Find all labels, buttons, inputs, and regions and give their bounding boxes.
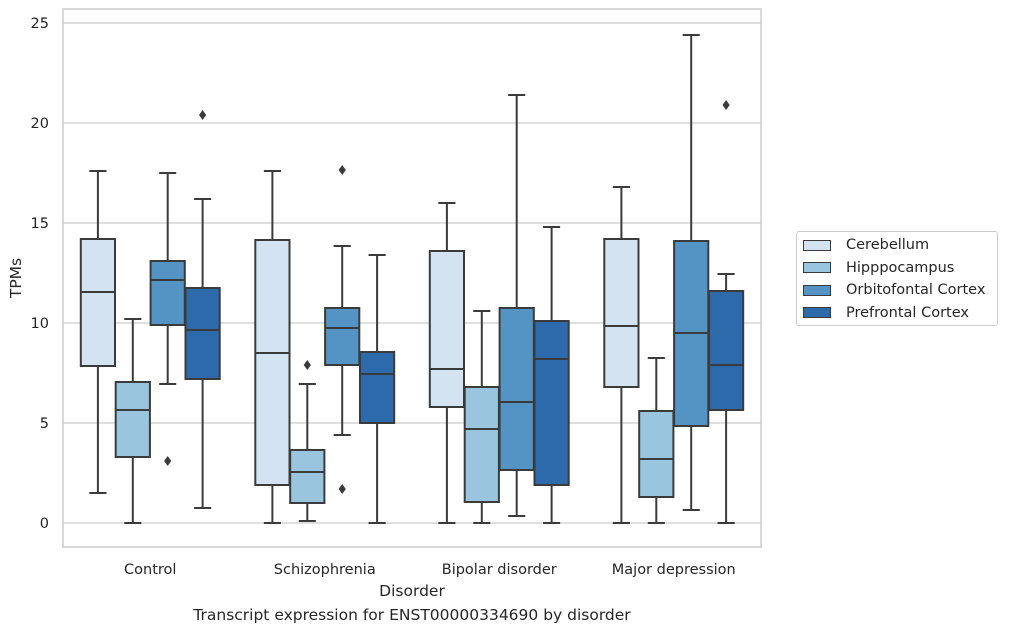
box-group bbox=[638, 357, 675, 524]
legend-item: Orbitofontal Cortex bbox=[803, 280, 985, 300]
box-group bbox=[289, 360, 326, 522]
legend-swatch bbox=[803, 262, 831, 274]
box-group bbox=[149, 172, 186, 466]
box bbox=[533, 320, 570, 486]
x-tick-label: Bipolar disorder bbox=[442, 562, 557, 578]
x-axis-ticks: Control Schizophrenia Bipolar disorder Majo… bbox=[124, 562, 736, 578]
box bbox=[149, 260, 186, 326]
outlier-marker bbox=[722, 100, 730, 110]
y-tick-label: 0 bbox=[40, 516, 49, 532]
box bbox=[707, 290, 745, 411]
legend-label: Hipppocampus bbox=[846, 259, 955, 276]
box-group bbox=[79, 170, 117, 494]
legend-item: Hipppocampus bbox=[803, 258, 954, 278]
legend-item: Prefrontal Cortex bbox=[803, 303, 969, 323]
box-group bbox=[358, 254, 396, 524]
outlier-marker bbox=[338, 165, 346, 175]
box bbox=[603, 238, 640, 388]
y-tick-label: 5 bbox=[40, 416, 49, 432]
y-tick-label: 20 bbox=[31, 116, 49, 132]
x-tick-label: Control bbox=[124, 562, 176, 578]
box bbox=[184, 287, 221, 380]
legend-swatch bbox=[803, 284, 831, 296]
box-groups bbox=[79, 34, 745, 524]
box-group bbox=[114, 318, 151, 524]
x-tick-label: Major depression bbox=[612, 562, 736, 578]
y-axis-ticks: 0 5 10 15 20 25 bbox=[31, 16, 49, 532]
box-group bbox=[673, 34, 710, 511]
y-axis-label: TPMs bbox=[7, 258, 25, 299]
legend-label: Cerebellum bbox=[846, 237, 930, 253]
legend-label: Prefrontal Cortex bbox=[846, 304, 969, 321]
box bbox=[289, 449, 326, 504]
legend-item: Cerebellum bbox=[803, 235, 929, 255]
legend: Cerebellum Hipppocampus Orbitofontal Corte… bbox=[796, 231, 998, 326]
box bbox=[428, 250, 466, 408]
plot-frame bbox=[62, 8, 762, 548]
box bbox=[254, 239, 291, 486]
box-group bbox=[498, 94, 535, 517]
box bbox=[324, 307, 361, 366]
box bbox=[638, 410, 675, 498]
box-group bbox=[324, 165, 361, 494]
box bbox=[114, 381, 151, 458]
legend-swatch bbox=[803, 307, 831, 319]
box bbox=[463, 386, 500, 503]
box bbox=[79, 238, 117, 367]
box-group bbox=[254, 170, 291, 524]
box-group bbox=[707, 100, 745, 524]
box-group bbox=[463, 310, 500, 524]
y-tick-label: 15 bbox=[31, 216, 49, 232]
x-axis-label: Disorder bbox=[379, 582, 445, 600]
chart-caption: Transcript expression for ENST0000033469… bbox=[193, 606, 631, 624]
box-group bbox=[184, 110, 221, 509]
legend-label: Orbitofontal Cortex bbox=[846, 282, 986, 299]
outlier-marker bbox=[338, 484, 346, 494]
outlier-marker bbox=[199, 110, 207, 120]
x-tick-label: Schizophrenia bbox=[274, 562, 376, 578]
legend-swatch bbox=[803, 239, 831, 251]
box-group bbox=[603, 186, 640, 524]
box-group bbox=[428, 202, 466, 524]
box bbox=[358, 351, 396, 424]
box-group bbox=[533, 226, 570, 524]
y-tick-label: 10 bbox=[31, 316, 49, 332]
box bbox=[498, 307, 535, 471]
outlier-marker bbox=[164, 456, 172, 466]
y-tick-label: 25 bbox=[31, 16, 49, 32]
outlier-marker bbox=[303, 360, 311, 370]
